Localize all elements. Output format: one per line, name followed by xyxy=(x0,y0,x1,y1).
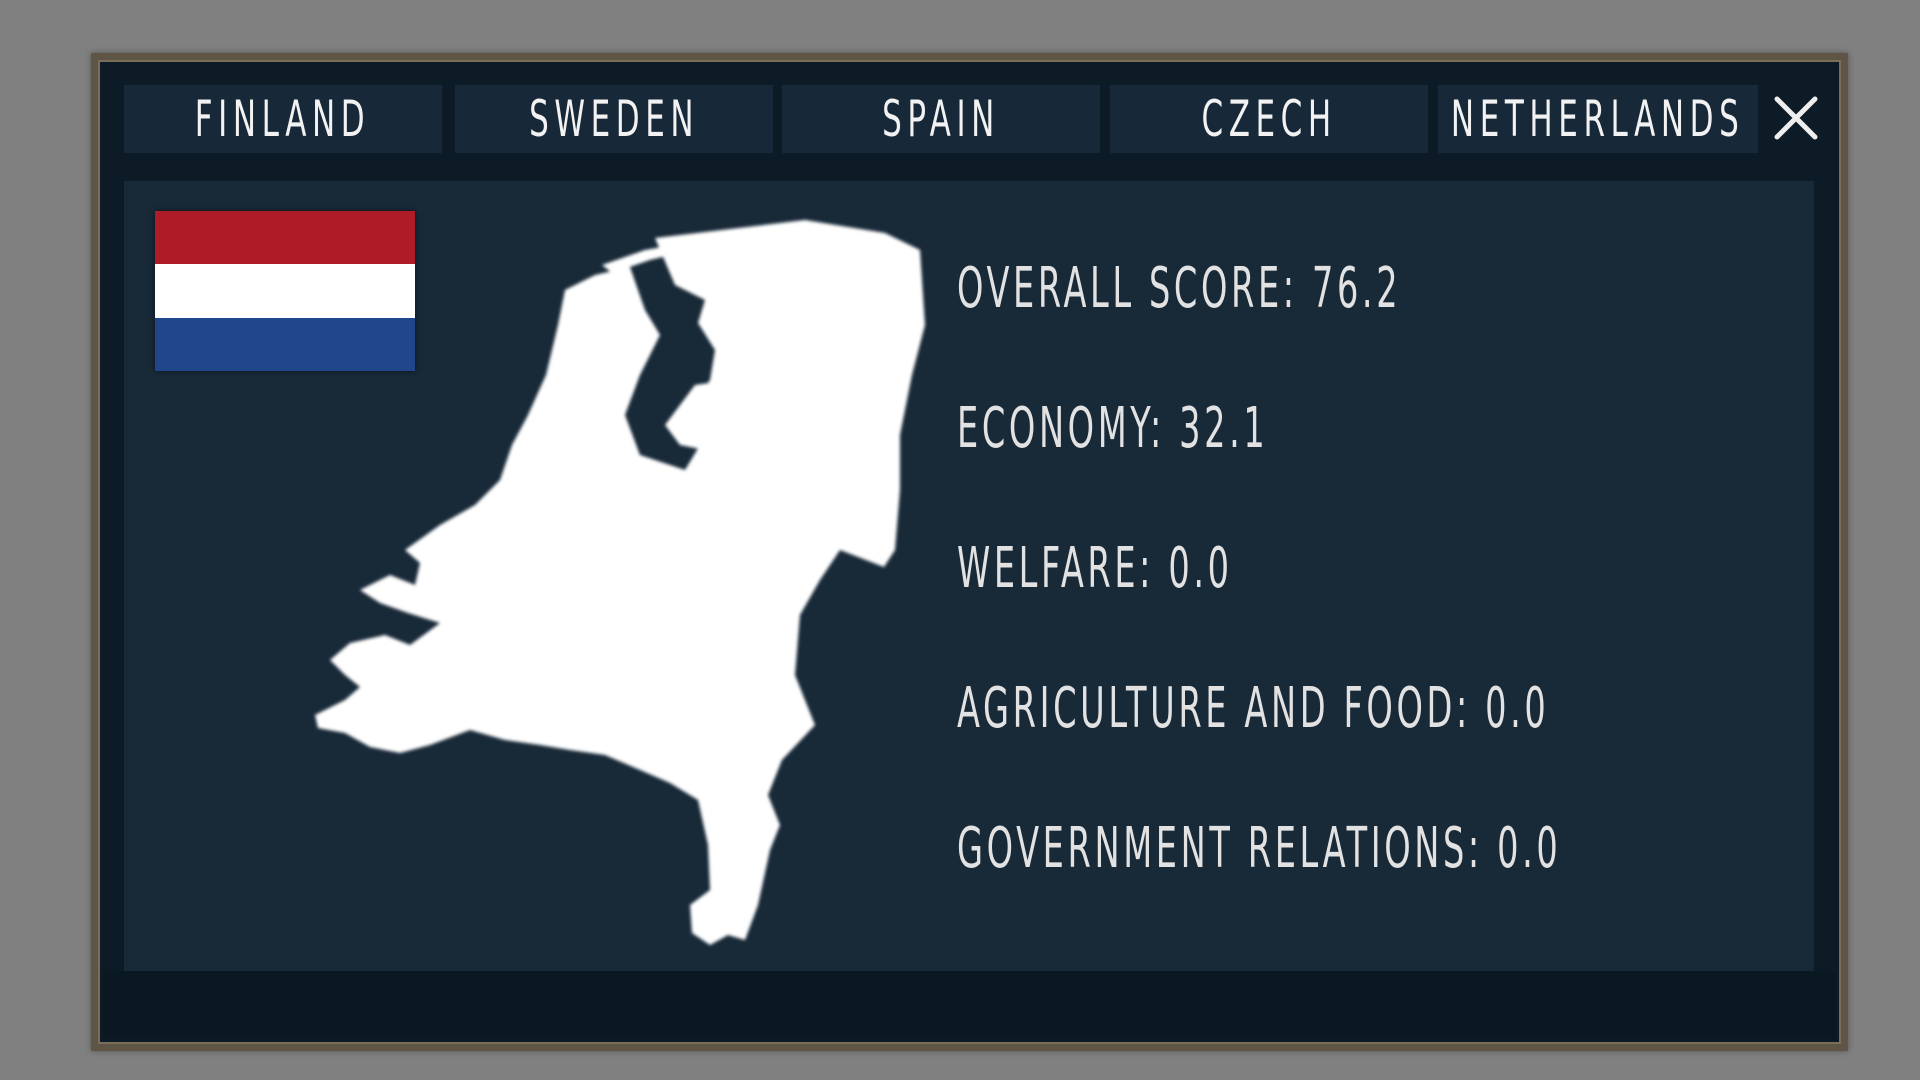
flag-stripe-red xyxy=(155,211,415,265)
tab-spain[interactable]: SPAIN xyxy=(782,85,1100,153)
stat-welfare: WELFARE: 0.0 xyxy=(957,536,1233,601)
tab-finland[interactable]: FINLAND xyxy=(124,85,442,153)
tab-netherlands[interactable]: NETHERLANDS xyxy=(1438,85,1758,153)
tab-label: NETHERLANDS xyxy=(1451,90,1745,148)
tab-label: CZECH xyxy=(1201,90,1337,148)
stat-government-relations: GOVERNMENT RELATIONS: 0.0 xyxy=(957,816,1562,881)
flag-stripe-white xyxy=(155,264,415,318)
stat-agriculture-and-food: AGRICULTURE AND FOOD: 0.0 xyxy=(957,676,1550,741)
bottom-bar xyxy=(103,971,1836,1039)
country-flag xyxy=(155,211,415,371)
flag-stripe-blue xyxy=(155,317,415,371)
tab-label: FINLAND xyxy=(195,90,371,148)
close-icon xyxy=(1774,96,1818,140)
tab-czech[interactable]: CZECH xyxy=(1110,85,1428,153)
mainland-shape xyxy=(315,220,925,945)
stat-economy: ECONOMY: 32.1 xyxy=(957,396,1269,461)
flevoland xyxy=(665,380,745,450)
tab-sweden[interactable]: SWEDEN xyxy=(455,85,773,153)
netherlands-map xyxy=(315,220,925,945)
tab-label: SWEDEN xyxy=(528,90,700,148)
stat-overall-score: OVERALL SCORE: 76.2 xyxy=(957,256,1402,321)
close-button[interactable] xyxy=(1770,90,1822,146)
tab-label: SPAIN xyxy=(882,90,1000,148)
